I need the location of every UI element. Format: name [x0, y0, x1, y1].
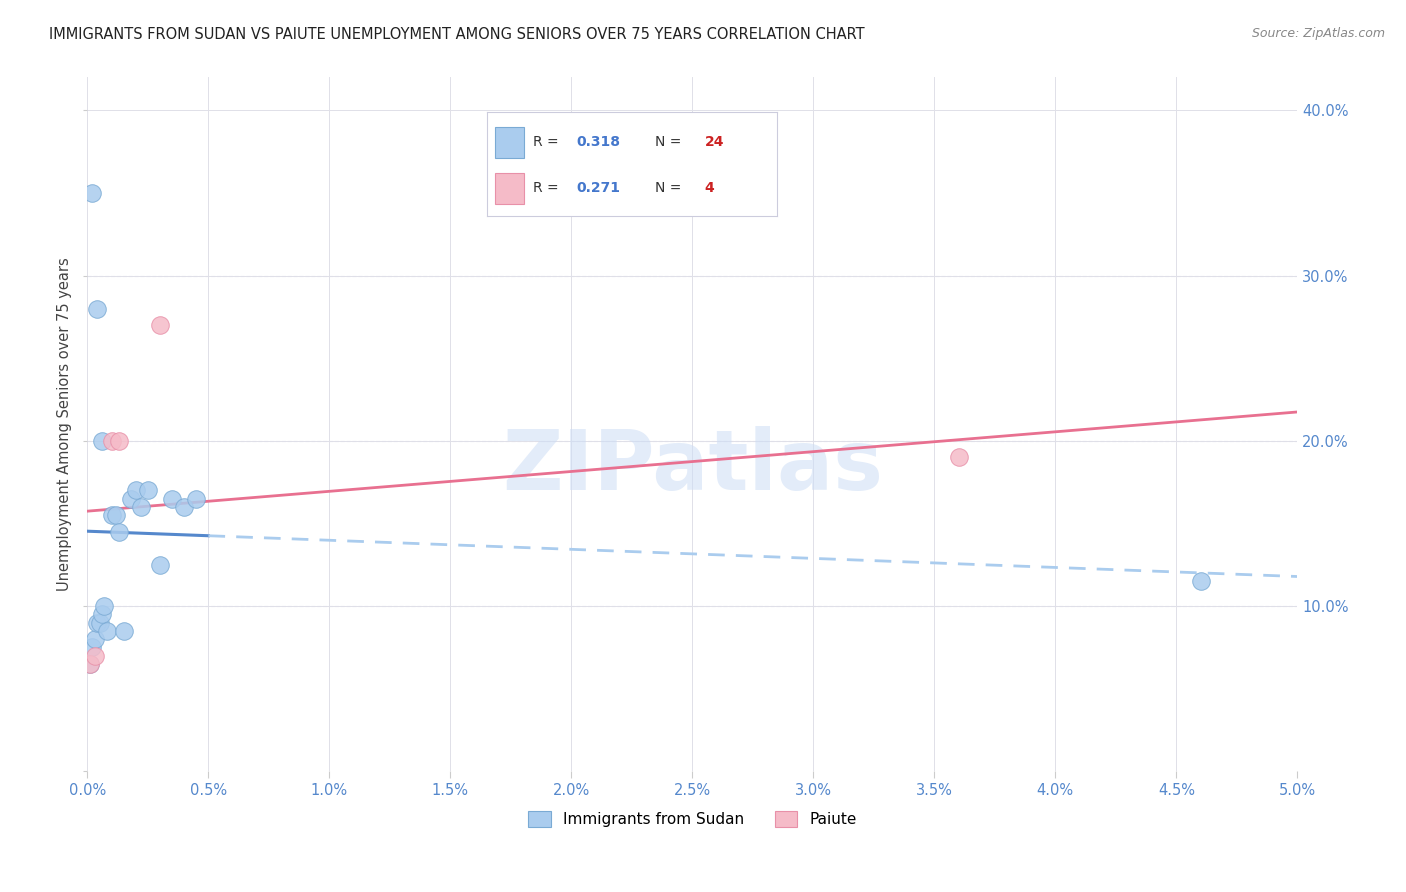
Point [186, 491, 208, 506]
Point [120, 491, 142, 506]
Point [79, 657, 101, 671]
Point [89, 615, 111, 630]
Point [100, 434, 122, 448]
Point [112, 624, 135, 638]
Text: ZIPatlas: ZIPatlas [502, 425, 883, 507]
Point [149, 558, 172, 572]
Point [1189, 574, 1212, 589]
Point [83, 648, 105, 663]
Point [173, 500, 195, 514]
Point [100, 508, 122, 523]
Point [83, 632, 105, 647]
Point [129, 500, 152, 514]
Point [79, 657, 101, 671]
Point [108, 434, 131, 448]
Point [136, 483, 159, 498]
Point [82, 640, 104, 655]
Point [160, 491, 183, 506]
Point [82, 186, 104, 200]
Legend: Immigrants from Sudan, Paiute: Immigrants from Sudan, Paiute [522, 805, 863, 833]
Text: Source: ZipAtlas.com: Source: ZipAtlas.com [1251, 27, 1385, 40]
Point [108, 524, 131, 539]
Point [149, 318, 172, 333]
Point [91, 434, 114, 448]
Point [86, 615, 108, 630]
Point [96, 624, 118, 638]
Point [86, 301, 108, 316]
Point [93, 599, 115, 614]
Point [125, 483, 148, 498]
Text: IMMIGRANTS FROM SUDAN VS PAIUTE UNEMPLOYMENT AMONG SENIORS OVER 75 YEARS CORRELA: IMMIGRANTS FROM SUDAN VS PAIUTE UNEMPLOY… [49, 27, 865, 42]
Point [948, 450, 970, 465]
Point [91, 607, 114, 622]
Point [105, 508, 128, 523]
Y-axis label: Unemployment Among Seniors over 75 years: Unemployment Among Seniors over 75 years [58, 258, 72, 591]
